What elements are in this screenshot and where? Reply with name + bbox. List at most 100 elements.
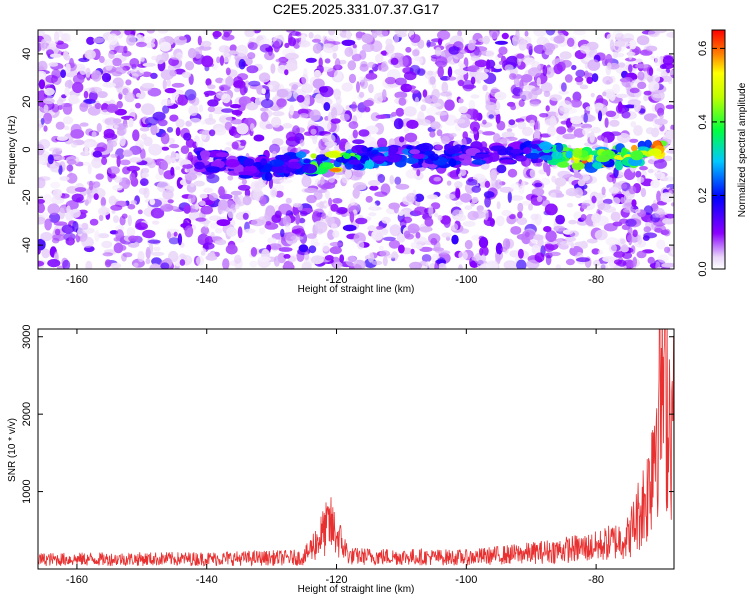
heatmap-cell bbox=[398, 244, 405, 254]
heatmap-cell bbox=[367, 252, 375, 263]
heatmap-cell bbox=[573, 211, 582, 220]
heatmap-cell bbox=[103, 128, 115, 139]
heatmap-cell bbox=[478, 235, 485, 241]
heatmap-cell bbox=[267, 237, 277, 244]
heatmap-cell bbox=[242, 195, 252, 206]
heatmap-cell bbox=[41, 212, 49, 218]
heatmap-cell bbox=[482, 84, 488, 92]
heatmap-cell bbox=[419, 119, 431, 126]
heatmap-cell bbox=[135, 41, 147, 48]
heatmap-cell bbox=[332, 198, 343, 204]
heatmap-cell bbox=[481, 246, 489, 256]
heatmap-cell bbox=[157, 30, 169, 34]
heatmap-cell bbox=[637, 71, 645, 81]
heatmap-cell bbox=[573, 171, 581, 178]
heatmap-cell bbox=[151, 251, 165, 256]
heatmap-cell bbox=[309, 109, 321, 121]
heatmap-cell bbox=[652, 74, 661, 83]
x-tick-label: -160 bbox=[66, 274, 88, 286]
heatmap-cell bbox=[495, 179, 503, 190]
heatmap-cell bbox=[198, 45, 212, 51]
heatmap-cell bbox=[653, 158, 668, 169]
heatmap-cell bbox=[435, 56, 448, 68]
heatmap-cell bbox=[410, 248, 415, 255]
heatmap-cell bbox=[38, 199, 45, 204]
heatmap-cell bbox=[326, 35, 339, 42]
heatmap-cell bbox=[60, 102, 73, 108]
heatmap-cell bbox=[349, 197, 356, 206]
heatmap-cell bbox=[635, 170, 642, 178]
heatmap-cell bbox=[132, 129, 140, 142]
heatmap-cell bbox=[141, 103, 155, 116]
heatmap-cell bbox=[643, 205, 654, 216]
heatmap-cell bbox=[355, 31, 364, 39]
heatmap-cell bbox=[142, 229, 156, 239]
heatmap-cell bbox=[629, 39, 637, 50]
heatmap-cell bbox=[493, 64, 503, 70]
heatmap-cell bbox=[38, 30, 46, 37]
heatmap-cell bbox=[654, 118, 668, 126]
heatmap-cell bbox=[101, 72, 112, 83]
heatmap-cell bbox=[506, 128, 513, 133]
heatmap-cell bbox=[467, 42, 476, 51]
heatmap-cell bbox=[203, 90, 216, 96]
heatmap-cell bbox=[43, 97, 55, 105]
heatmap-ridge-cell bbox=[446, 147, 456, 155]
heatmap-cell bbox=[330, 203, 339, 212]
heatmap-cell bbox=[100, 197, 107, 207]
heatmap-cell bbox=[664, 213, 674, 219]
heatmap-cell bbox=[482, 131, 496, 136]
heatmap-cell bbox=[524, 30, 529, 37]
heatmap-cell bbox=[96, 142, 108, 153]
heatmap-cell bbox=[276, 88, 289, 98]
heatmap-cell bbox=[147, 239, 161, 244]
heatmap-cell bbox=[52, 188, 63, 199]
heatmap-cell bbox=[381, 216, 391, 224]
heatmap-cell bbox=[160, 203, 174, 212]
heatmap-cell bbox=[457, 79, 465, 87]
heatmap-cell bbox=[597, 110, 603, 122]
heatmap-cell bbox=[517, 121, 527, 130]
heatmap-cell bbox=[566, 37, 575, 47]
heatmap-cell bbox=[636, 35, 650, 46]
heatmap-cell bbox=[45, 74, 58, 84]
heatmap-cell bbox=[367, 61, 376, 68]
heatmap-cell bbox=[584, 70, 589, 79]
heatmap-cell bbox=[476, 68, 490, 73]
heatmap-cell bbox=[269, 143, 281, 154]
heatmap-cell bbox=[244, 188, 251, 198]
heatmap-cell bbox=[516, 53, 525, 59]
heatmap-cell bbox=[66, 173, 78, 184]
heatmap-cell bbox=[200, 226, 210, 235]
heatmap-cell bbox=[145, 258, 151, 265]
heatmap-cell bbox=[510, 226, 522, 235]
heatmap-cell bbox=[70, 142, 78, 148]
heatmap-cell bbox=[225, 244, 238, 255]
heatmap-cell bbox=[308, 245, 317, 254]
heatmap-cell bbox=[469, 121, 480, 132]
heatmap-cell bbox=[160, 69, 174, 80]
heatmap-cell bbox=[288, 32, 293, 45]
heatmap-cell bbox=[77, 225, 83, 237]
heatmap-cell bbox=[110, 262, 122, 269]
heatmap-cell bbox=[299, 139, 305, 147]
heatmap-cell bbox=[43, 40, 58, 51]
x-tick-label: -120 bbox=[326, 574, 348, 586]
heatmap-cell bbox=[136, 92, 141, 98]
heatmap-cell bbox=[277, 100, 285, 109]
heatmap-cell bbox=[632, 256, 637, 267]
heatmap-ridge-cell bbox=[510, 148, 523, 154]
heatmap-cell bbox=[170, 166, 175, 176]
heatmap-ridge-cell bbox=[303, 159, 311, 164]
heatmap-cell bbox=[660, 192, 674, 203]
heatmap-cell bbox=[278, 247, 293, 252]
heatmap-cell bbox=[484, 180, 491, 188]
heatmap-cell bbox=[414, 206, 428, 215]
heatmap-cell bbox=[379, 250, 391, 257]
heatmap-cell bbox=[295, 213, 301, 225]
heatmap-cell bbox=[66, 164, 74, 172]
heatmap-cell bbox=[151, 55, 158, 61]
heatmap-cell bbox=[338, 59, 347, 65]
heatmap-cell bbox=[106, 140, 114, 152]
heatmap-cell bbox=[352, 129, 358, 139]
